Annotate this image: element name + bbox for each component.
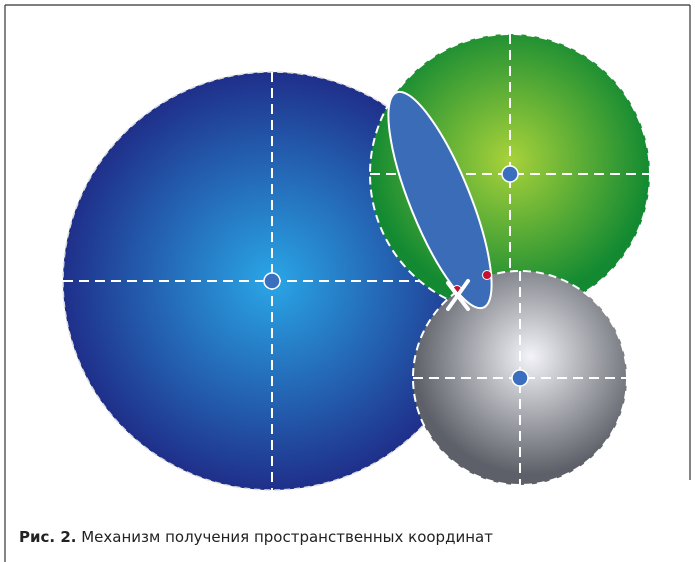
caption-label: Рис. 2. [19,528,76,546]
caption-text: Механизм получения пространственных коор… [81,528,493,546]
gray-circle [412,270,628,486]
intersection-ellipse [387,90,493,310]
frame [4,4,691,562]
caption: Рис. 2. Механизм получения пространствен… [19,528,493,546]
intersection-points [446,270,492,311]
